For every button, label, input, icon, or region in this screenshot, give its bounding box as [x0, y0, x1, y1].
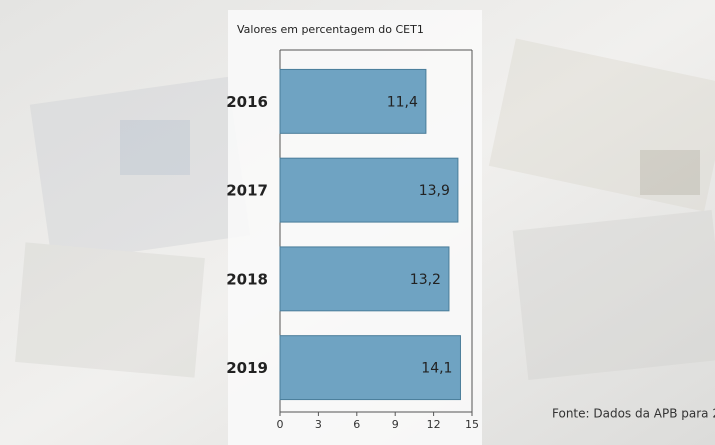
x-tick-label: 15 [465, 418, 479, 431]
x-tick-label: 3 [315, 418, 322, 431]
value-label: 11,4 [387, 94, 418, 110]
value-label: 13,2 [410, 272, 441, 288]
y-tick-label: 2018 [226, 270, 268, 288]
bar [279, 157, 459, 223]
y-tick-label: 2017 [226, 182, 268, 200]
chart-title: Valores em percentagem do CET1 [237, 23, 424, 36]
value-label: 14,1 [421, 361, 452, 377]
background-notes [15, 38, 715, 381]
y-tick-label: 2016 [226, 93, 268, 111]
bar [279, 335, 461, 401]
x-tick-label: 0 [277, 418, 284, 431]
bar [279, 246, 450, 312]
value-label: 13,9 [419, 183, 450, 199]
bar [279, 68, 427, 134]
x-tick-label: 12 [427, 418, 441, 431]
x-tick-label: 6 [353, 418, 360, 431]
source: Fonte: Dados da APB para 20 [552, 407, 715, 421]
x-tick-label: 9 [392, 418, 399, 431]
y-tick-label: 2019 [226, 359, 268, 377]
